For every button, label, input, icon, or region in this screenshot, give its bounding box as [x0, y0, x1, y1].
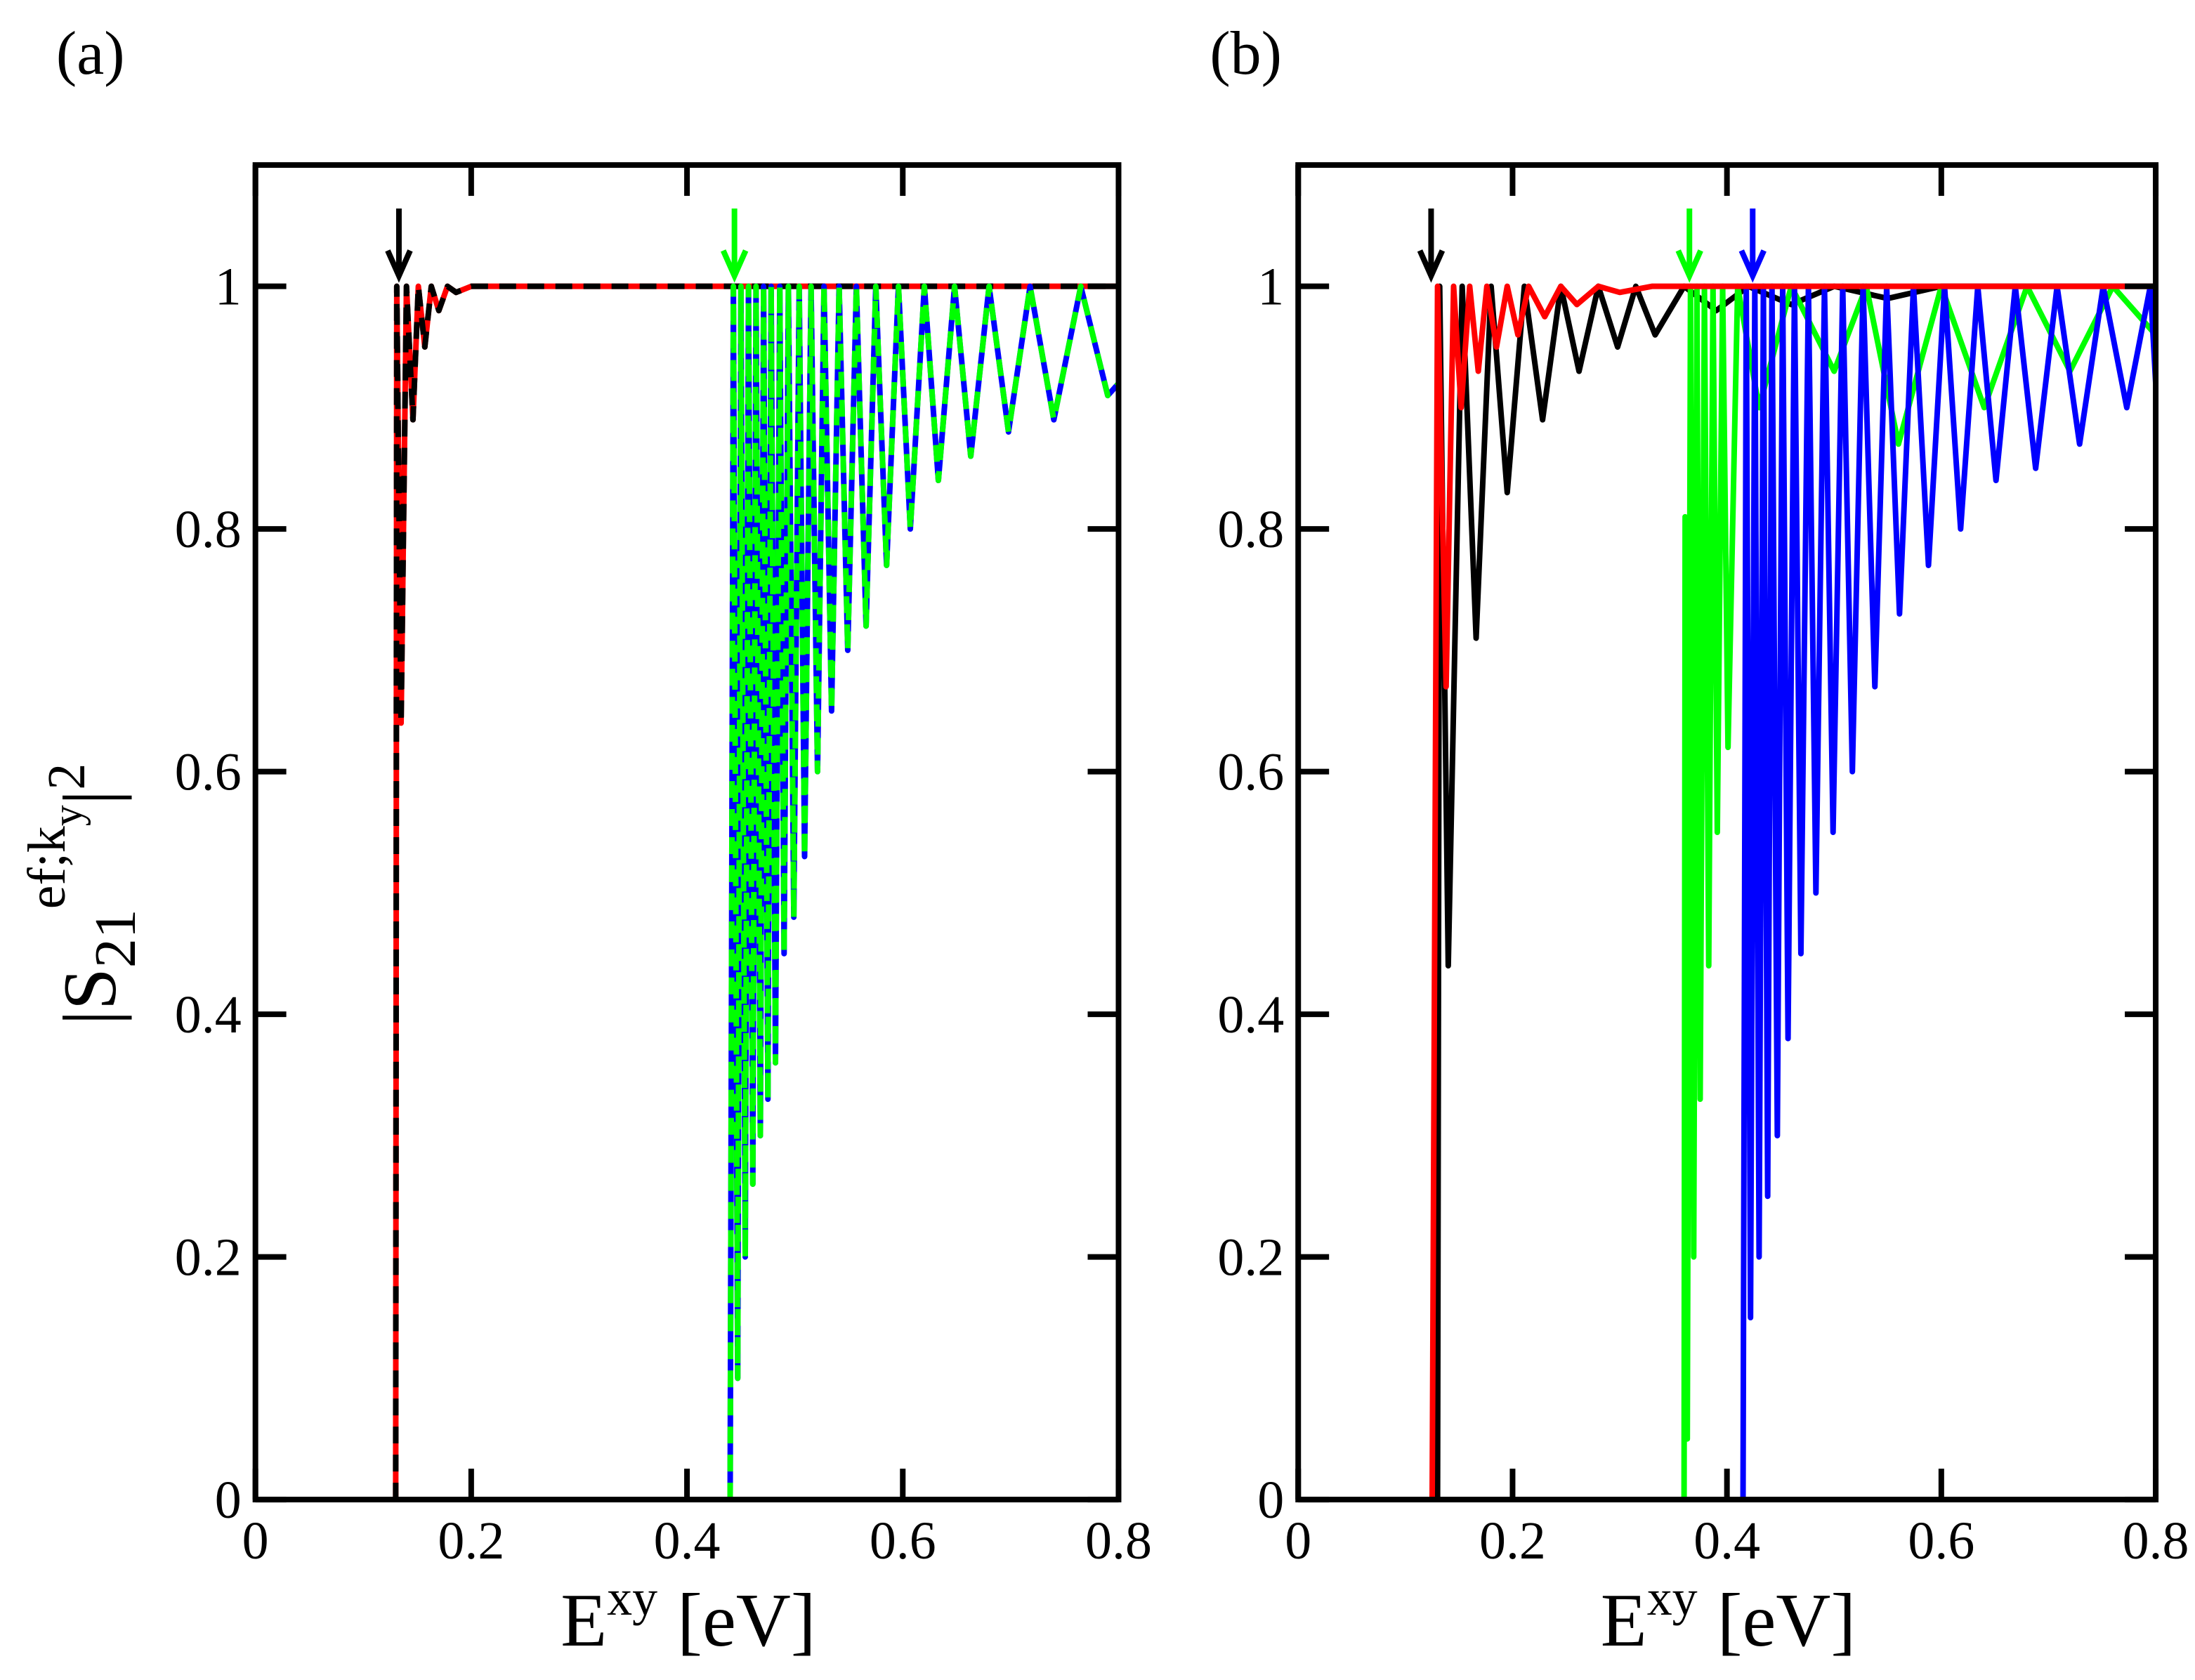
x-label-part: E: [561, 1579, 607, 1662]
x-tick-label: 0.2: [438, 1511, 504, 1570]
x-tick-label: 0: [242, 1511, 269, 1570]
x-tick-label: 0: [1285, 1511, 1311, 1570]
y-tick-label: 0.2: [1217, 1228, 1284, 1287]
y-label-part: 2: [37, 763, 96, 790]
y-tick-label: 0.6: [175, 743, 242, 802]
arrow: [385, 208, 413, 283]
arrow: [1675, 208, 1703, 283]
y-tick-label: 0.2: [175, 1228, 242, 1287]
plot-area: [1429, 283, 2156, 1500]
x-label-part: xy: [607, 1570, 657, 1626]
plot-frame: [1295, 162, 2159, 1503]
x-axis-label: Exy [eV]: [1601, 1570, 1856, 1662]
y-tick-label: 0.8: [1217, 500, 1284, 559]
arrow-head: [1417, 249, 1446, 283]
y-tick-label: 0.8: [175, 500, 242, 559]
y-label-part: |: [48, 790, 132, 806]
data-line: [1740, 283, 2156, 1500]
arrow-head: [1738, 249, 1767, 283]
y-label-part: y: [44, 805, 91, 826]
arrow: [1738, 208, 1767, 283]
data-line: [1681, 283, 2156, 1500]
data-line: [393, 283, 1119, 1500]
x-tick-label: 0.6: [1908, 1511, 1974, 1570]
y-tick-label: 0: [1257, 1471, 1284, 1530]
x-tick-label: 0.8: [1085, 1511, 1152, 1570]
panel: (b) 0 0.2 0.4 0.6 0.8 1 0 0.2 0.4 0.6 0.8 Exy [eV]: [1210, 20, 2189, 1662]
y-label-part: |S: [48, 968, 132, 1025]
arrow-head: [721, 249, 749, 283]
x-tick-label: 0.8: [2123, 1511, 2189, 1570]
data-line: [727, 283, 1119, 1500]
arrow: [721, 208, 749, 283]
y-label-part: 21: [83, 909, 148, 968]
x-axis-label: Exy [eV]: [561, 1570, 815, 1662]
y-tick-label: 0.4: [1217, 985, 1284, 1044]
plot-frame: [252, 162, 1122, 1503]
x-tick-label: 0.2: [1479, 1511, 1546, 1570]
arrow-head: [1675, 249, 1703, 283]
x-tick-label: 0.4: [1693, 1511, 1760, 1570]
plot-area: [393, 283, 1119, 1500]
x-tick-label: 0.6: [870, 1511, 936, 1570]
y-tick-label: 0.4: [175, 985, 242, 1044]
y-tick-label: 0.6: [1217, 743, 1284, 802]
y-tick-label: 1: [215, 258, 242, 317]
x-label-part: E: [1601, 1579, 1647, 1662]
arrow: [1417, 208, 1446, 283]
x-label-part: [eV]: [1717, 1579, 1856, 1662]
y-axis-label: |S21ef;ky|2: [18, 763, 148, 1025]
y-label-part: ef;k: [18, 826, 77, 909]
arrow-head: [385, 249, 413, 283]
y-tick-label: 1: [1257, 258, 1284, 317]
x-label-part: xy: [1647, 1570, 1698, 1626]
x-tick-label: 0.4: [654, 1511, 721, 1570]
panel-label: (a): [56, 20, 125, 88]
data-line: [1429, 283, 2156, 1500]
x-label-part: [eV]: [677, 1579, 816, 1662]
y-tick-label: 0: [215, 1471, 242, 1530]
panel-label: (b): [1210, 20, 1282, 88]
